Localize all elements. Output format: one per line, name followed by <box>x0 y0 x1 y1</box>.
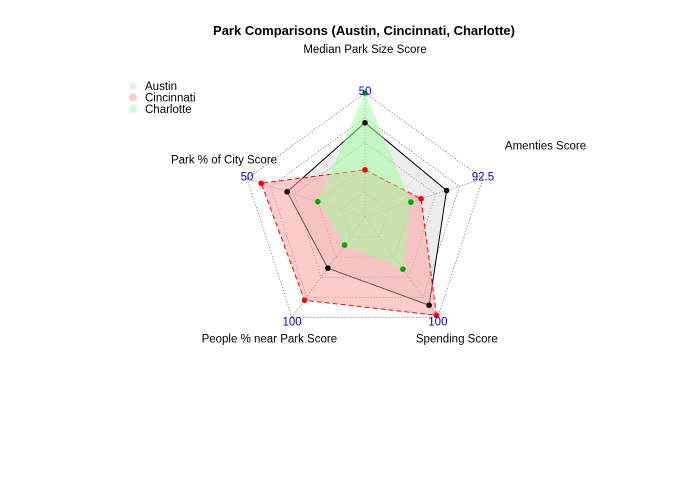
axis-label: People % near Park Score <box>202 333 338 345</box>
axis-max-label: 50 <box>359 86 372 98</box>
data-point-cincinnati <box>362 167 368 173</box>
data-point-austin <box>325 265 331 271</box>
data-point-cincinnati <box>258 180 265 187</box>
axis-label: Median Park Size Score <box>303 44 426 56</box>
legend-marker-charlotte <box>129 105 137 113</box>
legend-label-austin: Austin <box>145 81 177 93</box>
data-point-cincinnati <box>301 297 308 304</box>
axis-max-label: 92.5 <box>472 172 494 184</box>
axis-label: Spending Score <box>416 333 498 345</box>
axis-max-label: 100 <box>428 316 447 328</box>
legend-label-cincinnati: Cincinnati <box>145 93 196 105</box>
axis-labels: Median Park Size Score 50 Amenties Score 92… <box>171 44 586 345</box>
data-point-charlotte <box>362 90 368 96</box>
data-point-charlotte <box>315 198 321 205</box>
data-point-charlotte <box>400 266 406 272</box>
data-point-charlotte <box>341 242 348 248</box>
chart-title: Park Comparisons (Austin, Cincinnati, Ch… <box>213 23 515 38</box>
axis-label: Amenties Score <box>505 141 586 153</box>
data-point-charlotte <box>408 199 414 205</box>
data-point-austin <box>443 187 450 194</box>
axis-label: Park % of City Score <box>171 155 277 167</box>
data-point-cincinnati <box>433 312 440 319</box>
data-point-austin <box>284 188 290 195</box>
data-point-austin <box>426 302 432 309</box>
axis-max-label: 50 <box>241 172 254 184</box>
data-point-austin <box>362 119 368 126</box>
series-layer <box>258 90 450 319</box>
legend-marker-austin <box>129 82 137 90</box>
axis-max-label: 100 <box>283 316 302 328</box>
data-point-cincinnati <box>418 195 424 202</box>
legend-marker-cincinnati <box>129 93 137 102</box>
legend-label-charlotte: Charlotte <box>145 104 192 116</box>
series-polygon-charlotte <box>317 93 411 270</box>
